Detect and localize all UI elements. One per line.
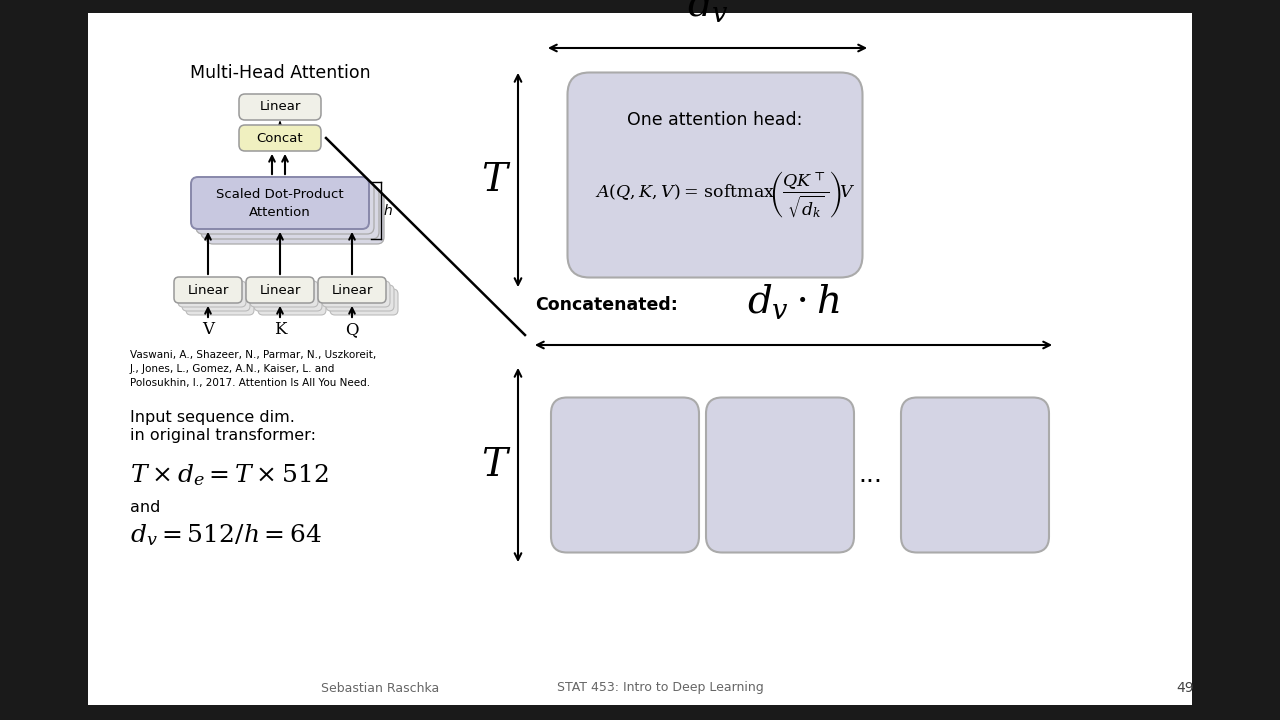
FancyBboxPatch shape xyxy=(326,285,394,311)
Text: Scaled Dot-Product: Scaled Dot-Product xyxy=(216,187,344,200)
FancyBboxPatch shape xyxy=(239,94,321,120)
Text: $d_v \cdot h$: $d_v \cdot h$ xyxy=(748,282,840,321)
Text: 49: 49 xyxy=(1176,681,1194,695)
FancyBboxPatch shape xyxy=(567,73,863,277)
Text: $d_v = 512/h = 64$: $d_v = 512/h = 64$ xyxy=(131,522,323,548)
FancyBboxPatch shape xyxy=(196,182,374,234)
Text: Input sequence dim.: Input sequence dim. xyxy=(131,410,294,425)
Text: ...: ... xyxy=(858,463,882,487)
Text: K: K xyxy=(274,322,287,338)
Text: Attention: Attention xyxy=(250,205,311,218)
Text: $A(Q, K, V) = \,\mathrm{softmax}\!\left(\dfrac{QK^\top}{\sqrt{d_k}}\right)\!V$: $A(Q, K, V) = \,\mathrm{softmax}\!\left(… xyxy=(595,170,855,220)
FancyBboxPatch shape xyxy=(550,397,699,552)
FancyBboxPatch shape xyxy=(317,277,387,303)
FancyBboxPatch shape xyxy=(201,187,379,239)
Text: $T$: $T$ xyxy=(481,161,511,199)
FancyBboxPatch shape xyxy=(259,289,326,315)
Text: $T$: $T$ xyxy=(481,446,511,484)
FancyBboxPatch shape xyxy=(186,289,253,315)
FancyBboxPatch shape xyxy=(250,281,317,307)
Text: STAT 453: Intro to Deep Learning: STAT 453: Intro to Deep Learning xyxy=(557,682,763,695)
Text: Multi-Head Attention: Multi-Head Attention xyxy=(189,64,370,82)
Text: $d_v$: $d_v$ xyxy=(686,0,728,24)
FancyBboxPatch shape xyxy=(239,125,321,151)
FancyBboxPatch shape xyxy=(330,289,398,315)
Text: Q: Q xyxy=(346,322,358,338)
FancyBboxPatch shape xyxy=(707,397,854,552)
FancyBboxPatch shape xyxy=(88,13,1192,705)
FancyBboxPatch shape xyxy=(178,281,246,307)
FancyBboxPatch shape xyxy=(323,281,390,307)
Text: in original transformer:: in original transformer: xyxy=(131,428,316,443)
Text: Linear: Linear xyxy=(187,284,229,297)
Text: h: h xyxy=(384,204,393,218)
Text: Concatenated:: Concatenated: xyxy=(535,296,678,314)
Text: V: V xyxy=(202,322,214,338)
FancyBboxPatch shape xyxy=(901,397,1050,552)
FancyBboxPatch shape xyxy=(174,277,242,303)
FancyBboxPatch shape xyxy=(246,277,314,303)
Text: Linear: Linear xyxy=(260,101,301,114)
Text: $T \times d_e = T \times 512$: $T \times d_e = T \times 512$ xyxy=(131,462,329,488)
FancyBboxPatch shape xyxy=(182,285,250,311)
FancyBboxPatch shape xyxy=(206,192,384,244)
Text: Concat: Concat xyxy=(257,132,303,145)
Text: One attention head:: One attention head: xyxy=(627,111,803,129)
Text: and: and xyxy=(131,500,160,515)
Text: Linear: Linear xyxy=(332,284,372,297)
FancyBboxPatch shape xyxy=(191,177,369,229)
Text: Sebastian Raschka: Sebastian Raschka xyxy=(321,682,439,695)
FancyBboxPatch shape xyxy=(253,285,323,311)
Text: Linear: Linear xyxy=(260,284,301,297)
Text: Vaswani, A., Shazeer, N., Parmar, N., Uszkoreit,
J., Jones, L., Gomez, A.N., Kai: Vaswani, A., Shazeer, N., Parmar, N., Us… xyxy=(131,350,376,388)
